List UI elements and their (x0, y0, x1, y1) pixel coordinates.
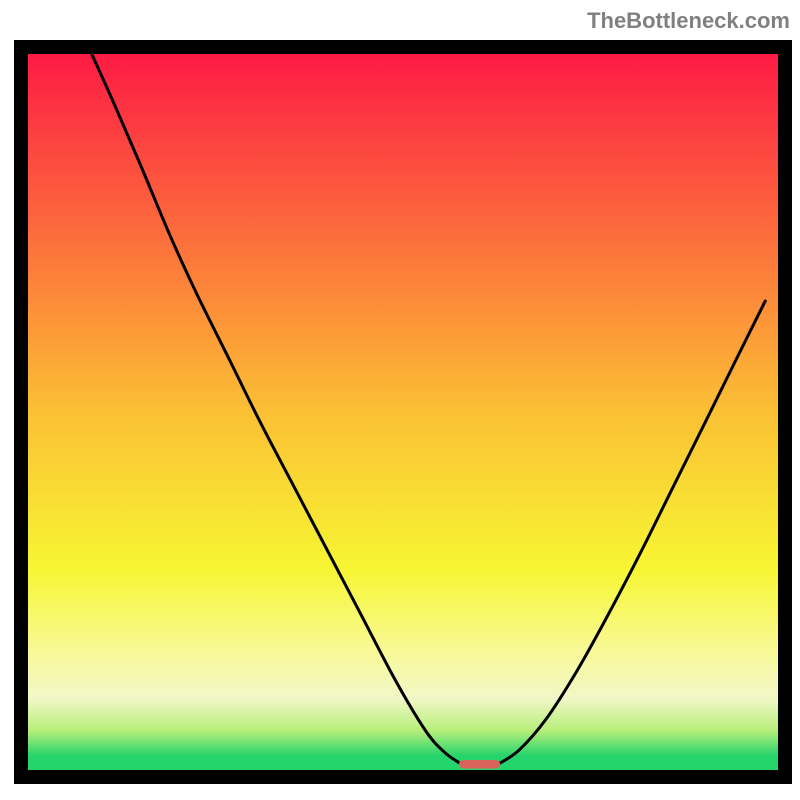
chart-svg: TheBottleneck.com (0, 0, 800, 800)
bottleneck-chart: TheBottleneck.com (0, 0, 800, 800)
watermark-text: TheBottleneck.com (587, 8, 790, 33)
ideal-point-marker (459, 760, 500, 769)
